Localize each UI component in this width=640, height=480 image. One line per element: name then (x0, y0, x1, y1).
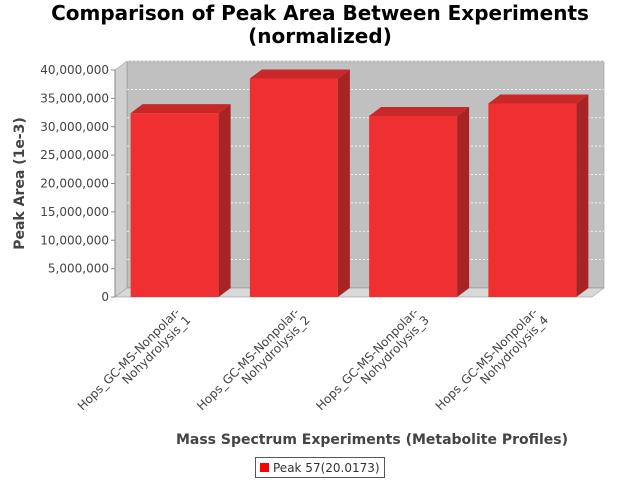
bar (130, 104, 231, 297)
x-tick-label-line: Hops_GC-MS-Nonpolar- (194, 305, 302, 413)
y-tick-label: 15,000,000 (40, 205, 109, 219)
x-tick-label: Hops_GC-MS-Nonpolar-Nohydrolysis_1 (75, 304, 194, 423)
bar-front (249, 78, 338, 297)
bar (249, 69, 350, 297)
bar (488, 94, 589, 297)
bar-side (576, 94, 589, 297)
x-axis-label: Mass Spectrum Experiments (Metabolite Pr… (176, 432, 568, 448)
bar-top (488, 94, 589, 104)
x-tick-label: Hops_GC-MS-Nonpolar-Nohydrolysis_2 (194, 304, 313, 423)
chart-title: Comparison of Peak Area Between Experime… (0, 2, 640, 48)
y-tick-label: 5,000,000 (48, 262, 109, 276)
legend-swatch (260, 463, 269, 472)
y-tick-label: 40,000,000 (40, 63, 109, 77)
y-tick-label: 20,000,000 (40, 177, 109, 191)
bar (369, 106, 470, 297)
y-tick-label: 0 (101, 290, 109, 304)
y-tick-label: 35,000,000 (40, 91, 109, 105)
bar-front (488, 103, 577, 297)
chart-title-line-1: Comparison of Peak Area Between Experime… (51, 1, 589, 25)
x-tick-label: Hops_GC-MS-Nonpolar-Nohydrolysis_3 (313, 304, 432, 423)
x-tick-label: Hops_GC-MS-Nonpolar-Nohydrolysis_4 (433, 304, 552, 423)
bar-side (337, 69, 350, 297)
legend: Peak 57(20.0173) (255, 457, 385, 478)
bar-side (457, 106, 470, 297)
x-tick-label-line: Hops_GC-MS-Nonpolar- (433, 305, 541, 413)
x-tick-label-line: Hops_GC-MS-Nonpolar- (313, 305, 421, 413)
y-axis-label: Peak Area (1e-3) (12, 117, 28, 250)
y-tick-label: 25,000,000 (40, 148, 109, 162)
bar-top (369, 106, 470, 116)
y-tick-label: 30,000,000 (40, 120, 109, 134)
x-tick-label-line: Hops_GC-MS-Nonpolar- (75, 305, 183, 413)
bar-side (218, 104, 231, 297)
chart-title-line-2: (normalized) (248, 24, 392, 48)
bar-front (130, 113, 219, 297)
bar-top (130, 104, 231, 114)
legend-label: Peak 57(20.0173) (273, 460, 380, 475)
y-tick-label: 10,000,000 (40, 233, 109, 247)
bar-front (369, 115, 458, 297)
bar-top (249, 69, 350, 79)
plot-side-wall (114, 60, 128, 298)
